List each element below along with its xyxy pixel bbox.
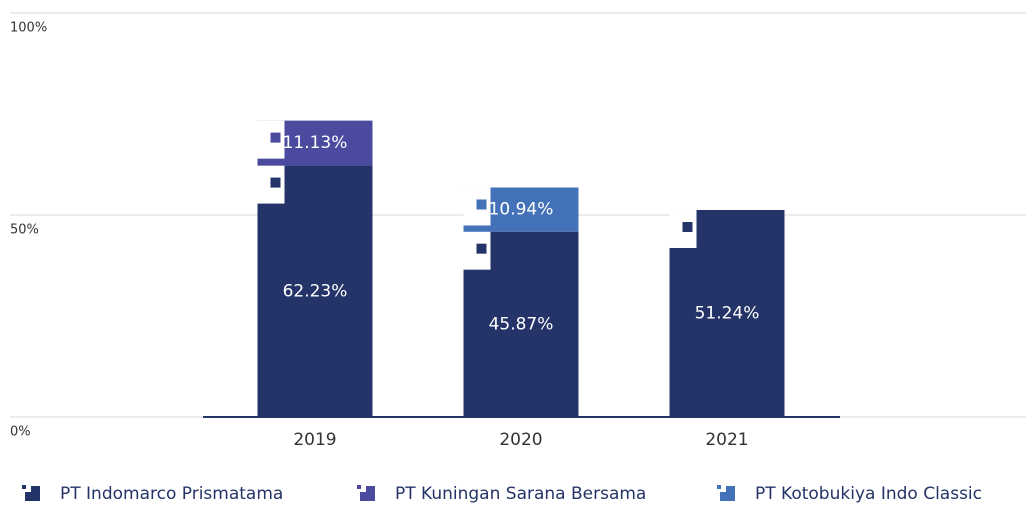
x-tick-label: 2021	[705, 430, 748, 450]
value-label: 62.23%	[283, 281, 348, 301]
decoration	[22, 485, 26, 489]
value-label: 10.94%	[489, 200, 554, 220]
y-tick-label: 100%	[10, 21, 47, 36]
decoration	[25, 486, 31, 492]
value-label: 45.87%	[489, 314, 554, 334]
decoration	[357, 485, 361, 489]
decoration	[270, 132, 281, 143]
decoration	[476, 243, 487, 254]
decoration	[360, 486, 366, 492]
legend-label: PT Kuningan Sarana Bersama	[395, 484, 646, 504]
decoration	[717, 485, 721, 489]
x-tick-label: 2019	[293, 430, 336, 450]
bar-segment	[257, 165, 373, 417]
legend-label: PT Kotobukiya Indo Classic	[755, 484, 982, 504]
y-tick-label: 0%	[10, 425, 31, 440]
y-tick-label: 50%	[10, 223, 39, 238]
x-tick-label: 2020	[499, 430, 542, 450]
decoration	[476, 199, 487, 210]
value-label: 11.13%	[283, 133, 348, 153]
value-label: 51.24%	[695, 303, 760, 323]
legend-label: PT Indomarco Prismatama	[60, 484, 283, 504]
decoration	[720, 486, 726, 492]
decoration	[682, 221, 693, 232]
decoration	[270, 177, 281, 188]
